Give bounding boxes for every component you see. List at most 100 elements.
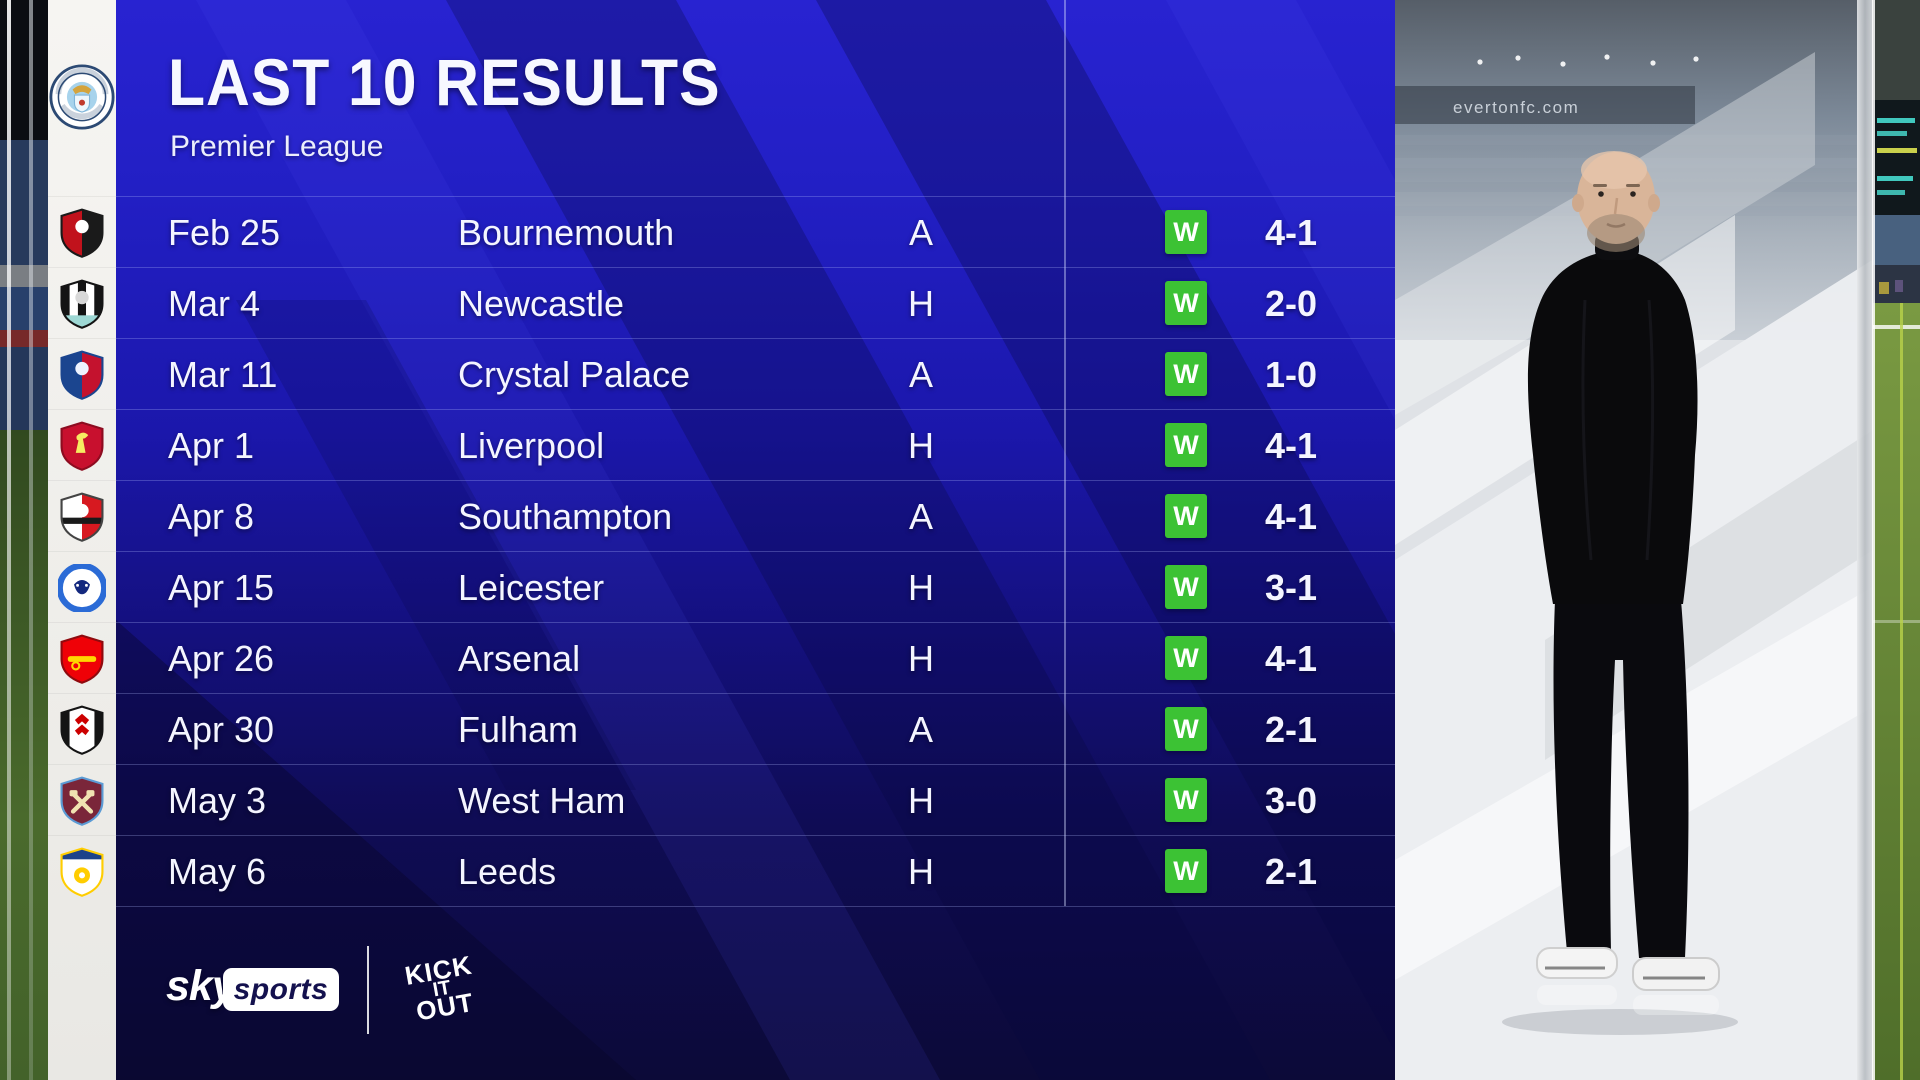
- club-badge-leeds: [48, 835, 116, 907]
- club-badge-leicester: [48, 551, 116, 623]
- opponent-name: Bournemouth: [458, 212, 675, 253]
- result-row-4: Apr 1 Liverpool H W 4-1: [116, 409, 1395, 481]
- venue-indicator: A: [908, 212, 933, 253]
- club-badge-west-ham: [48, 764, 116, 836]
- sneaker-left: [1536, 947, 1618, 979]
- page-subtitle: Premier League: [170, 130, 384, 163]
- match-score: 4-1: [1264, 425, 1318, 466]
- venue-indicator: A: [908, 709, 933, 750]
- club-badge-crystal-palace: [48, 338, 116, 410]
- match-date: Mar 11: [168, 354, 278, 395]
- result-badge-win: W: [1165, 565, 1207, 609]
- match-score: 4-1: [1264, 212, 1318, 253]
- match-date: Apr 1: [168, 425, 255, 466]
- match-date: Apr 26: [168, 638, 275, 679]
- opponent-name: Liverpool: [458, 425, 605, 466]
- mouth: [1606, 222, 1626, 228]
- result-row-8: Apr 30 Fulham A W 2-1: [116, 693, 1395, 765]
- stand-sponsor-text: evertonfc.com: [1453, 98, 1579, 117]
- club-badge-sidebar: [48, 0, 116, 1080]
- result-badge-win: W: [1165, 494, 1207, 538]
- result-row-10: May 6 Leeds H W 2-1: [116, 835, 1395, 907]
- glass-edge-right: [1857, 0, 1873, 1080]
- stadium-photo: evertonfc.com: [1395, 0, 1920, 1080]
- result-badge-win: W: [1165, 210, 1207, 254]
- jacket-lapel: [1581, 299, 1593, 561]
- club-badge-fulham: [48, 693, 116, 765]
- opponent-name: Leicester: [458, 567, 605, 608]
- manager-photo-panel: evertonfc.com: [1395, 0, 1920, 1080]
- result-badge-win: W: [1165, 778, 1207, 822]
- stand-right: [1873, 215, 1920, 265]
- result-badge-win: W: [1165, 352, 1207, 396]
- result-row-9: May 3 West Ham H W 3-0: [116, 764, 1395, 836]
- beard: [1587, 214, 1645, 252]
- glass-edge-line: [7, 0, 11, 1080]
- opponent-name: Arsenal: [458, 638, 581, 679]
- club-badge-newcastle: [48, 267, 116, 339]
- venue-indicator: H: [908, 851, 934, 892]
- stand-fascia: [1395, 86, 1695, 124]
- club-badge-manchester-city: [48, 58, 116, 136]
- result-row-6: Apr 15 Leicester H W 3-1: [116, 551, 1395, 623]
- club-badge-arsenal: [48, 622, 116, 694]
- kick-it-out-logo: KICK IT OUT: [397, 944, 487, 1034]
- match-date: Mar 4: [168, 283, 261, 324]
- match-date: May 3: [168, 780, 267, 821]
- video-edge-left: [0, 0, 48, 1080]
- scoreboard: [1873, 100, 1920, 215]
- match-score: 1-0: [1264, 354, 1318, 395]
- result-badge-win: W: [1165, 707, 1207, 751]
- match-score: 2-1: [1264, 851, 1318, 892]
- blue-chevron-background: [116, 0, 1395, 1080]
- result-badge-win: W: [1165, 849, 1207, 893]
- opponent-name: Leeds: [458, 851, 557, 892]
- sneaker-right: [1632, 957, 1720, 991]
- match-date: Feb 25: [168, 212, 281, 253]
- pitch-right: [1873, 303, 1920, 1080]
- pep-guardiola-figure: [1502, 151, 1738, 1035]
- opponent-name: Southampton: [458, 496, 673, 537]
- venue-indicator: A: [908, 354, 933, 395]
- venue-indicator: H: [908, 780, 934, 821]
- jacket: [1527, 250, 1698, 604]
- pitch-line: [1873, 325, 1920, 329]
- video-edge-right: [1857, 0, 1920, 1080]
- floodlights: [1477, 54, 1699, 67]
- opponent-name: Fulham: [458, 709, 579, 750]
- sports-logo-text: sports: [233, 972, 329, 1006]
- venue-indicator: H: [908, 638, 934, 679]
- club-badge-southampton: [48, 480, 116, 552]
- opponent-name: Crystal Palace: [458, 354, 691, 395]
- result-badge-win: W: [1165, 281, 1207, 325]
- sky-sports-logo-box: sports: [223, 968, 339, 1011]
- result-badge-win: W: [1165, 636, 1207, 680]
- result-row-1: Feb 25 Bournemouth A W 4-1: [116, 196, 1395, 268]
- match-score: 3-1: [1264, 567, 1318, 608]
- column-divider-line: [1064, 0, 1066, 906]
- match-date: Apr 30: [168, 709, 275, 750]
- match-score: 3-0: [1264, 780, 1318, 821]
- table-bottom-line: [116, 906, 1395, 907]
- glass-edge-line-2: [29, 0, 33, 1080]
- venue-indicator: H: [908, 425, 934, 466]
- match-date: Apr 8: [168, 496, 255, 537]
- results-panel: LAST 10 RESULTS Premier League Feb 25 Bou…: [116, 0, 1395, 1080]
- match-date: May 6: [168, 851, 267, 892]
- ad-board-red-sliver: [0, 330, 48, 347]
- trousers: [1553, 600, 1689, 958]
- match-score: 4-1: [1264, 638, 1318, 679]
- venue-indicator: A: [908, 496, 933, 537]
- venue-indicator: H: [908, 283, 934, 324]
- venue-indicator: H: [908, 567, 934, 608]
- club-badge-bournemouth: [48, 196, 116, 268]
- result-row-2: Mar 4 Newcastle H W 2-0: [116, 267, 1395, 339]
- match-score: 2-1: [1264, 709, 1318, 750]
- result-badge-win: W: [1165, 423, 1207, 467]
- sneaker-accents: [1545, 966, 1705, 980]
- result-row-7: Apr 26 Arsenal H W 4-1: [116, 622, 1395, 694]
- ad-board-sliver: [0, 265, 48, 287]
- club-badge-liverpool: [48, 409, 116, 481]
- opponent-name: Newcastle: [458, 283, 625, 324]
